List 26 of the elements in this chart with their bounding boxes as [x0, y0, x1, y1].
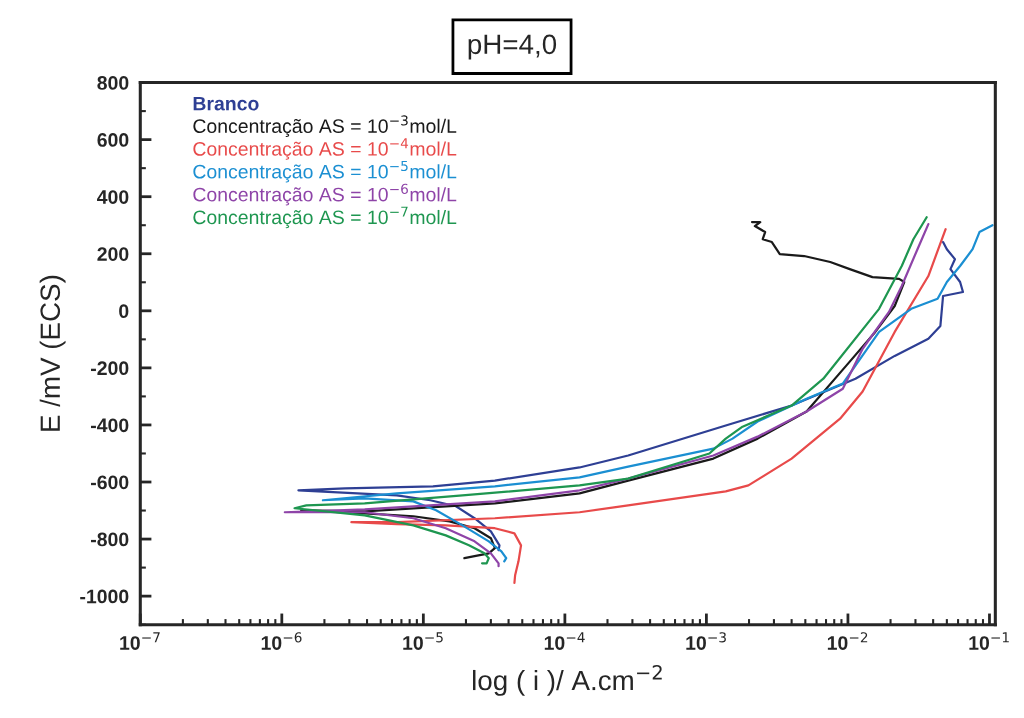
y-tick-label: -600	[91, 475, 129, 490]
text: Concentração AS = 10$^{−4}$mol/L	[193, 138, 457, 160]
text: Branco	[193, 96, 259, 111]
text: Concentração AS = 10$^{−7}$mol/L	[193, 206, 457, 229]
text: Concentração AS = 10$^{−6}$mol/L	[193, 183, 457, 206]
x-tick-label: 10$^{−2}$	[827, 632, 868, 650]
text: Concentração AS = 10$^{−3}$mol/L	[193, 115, 457, 137]
y-tick-label: 400	[97, 190, 129, 204]
y-tick-label: 800	[97, 76, 129, 90]
y-tick-label: 600	[97, 133, 129, 147]
x-axis-title: log ( i )/ A.cm$^{−2}$	[473, 665, 662, 696]
x-tick-label: 10$^{−7}$	[120, 632, 160, 650]
chart-title: pH=4,0	[468, 34, 557, 60]
y-tick-label: -400	[91, 418, 129, 433]
x-tick-label: 10$^{−5}$	[403, 632, 443, 650]
x-tick-label: 10$^{−1}$	[969, 632, 1009, 650]
y-tick-label: -800	[91, 532, 129, 547]
x-tick-label: 10$^{−3}$	[686, 632, 726, 650]
x-tick-label: 10$^{−6}$	[261, 632, 302, 650]
x-tick-label: 10$^{−4}$	[544, 632, 585, 650]
y-tick-label: -200	[91, 361, 129, 376]
y-tick-label: -1000	[80, 589, 129, 604]
y-tick-label: 0	[119, 304, 129, 319]
y-axis-title: E /mV (ECS)	[39, 275, 66, 431]
text: Concentração AS = 10$^{−5}$mol/L	[193, 160, 457, 183]
y-tick-label: 200	[97, 247, 129, 261]
